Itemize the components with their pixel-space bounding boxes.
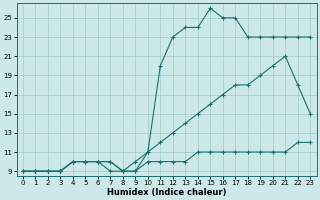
- X-axis label: Humidex (Indice chaleur): Humidex (Indice chaleur): [107, 188, 226, 197]
